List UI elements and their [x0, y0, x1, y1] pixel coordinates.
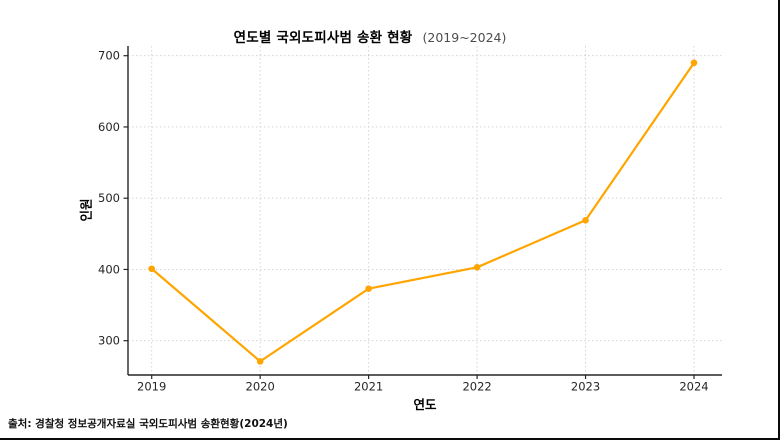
data-point-2021	[365, 285, 372, 292]
y-tick-label: 600	[98, 120, 120, 134]
y-axis-label: 인원	[78, 198, 94, 222]
y-tick-label: 300	[98, 334, 120, 348]
chart-title: 연도별 국외도피사범 송환 현황 (2019~2024)	[0, 26, 740, 46]
x-tick-label: 2019	[137, 380, 166, 394]
data-point-2022	[473, 264, 481, 271]
series-line	[150, 61, 696, 363]
source-note: 출처: 경찰청 정보공개자료실 국외도피사범 송환현황(2024년)	[8, 418, 288, 430]
data-point-2023	[582, 216, 589, 224]
x-tick-label: 2022	[462, 380, 491, 394]
x-tick-label: 2024	[679, 380, 708, 394]
x-tick-label: 2023	[571, 380, 600, 394]
x-tick-label: 2020	[246, 380, 275, 394]
data-point-2019	[148, 265, 155, 273]
data-point-2024	[690, 59, 698, 67]
y-tick-label: 700	[98, 49, 120, 63]
data-point-2020	[256, 358, 264, 365]
y-tick-label: 500	[98, 191, 120, 205]
y-tick-label: 400	[98, 262, 120, 276]
chart-title-text: 연도별 국외도피사범 송환 현황	[233, 30, 413, 46]
chart-title-range: (2019~2024)	[422, 30, 507, 45]
x-tick-label: 2021	[354, 380, 383, 394]
x-axis-label: 연도	[413, 397, 437, 412]
